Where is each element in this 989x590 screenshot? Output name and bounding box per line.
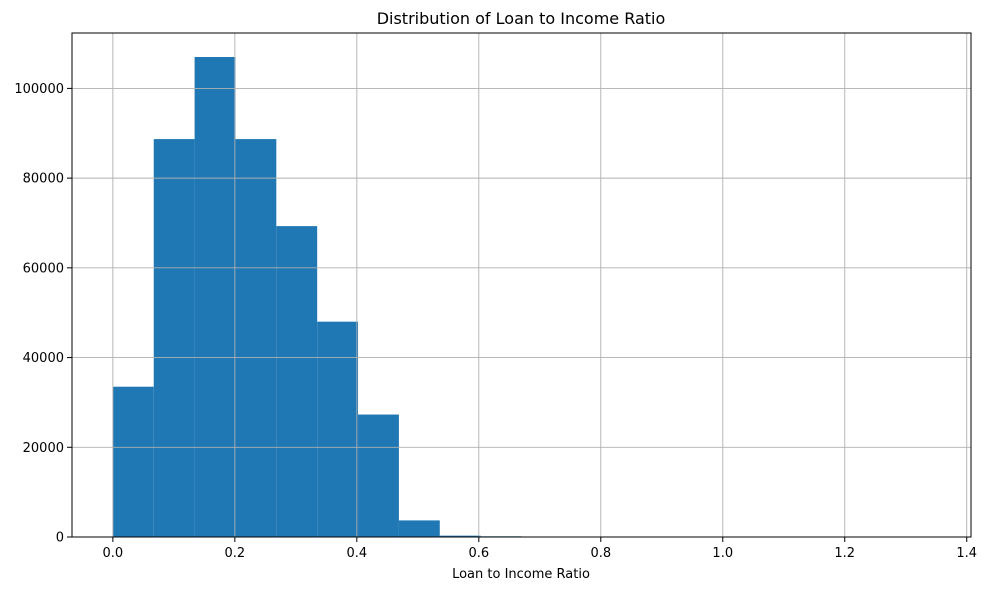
plot-frame: [71, 32, 972, 538]
y-tick-label: 0: [56, 531, 64, 546]
x-tick-label: 1.2: [834, 546, 855, 561]
histogram-bar: [317, 321, 359, 537]
x-tick-label: 0.6: [468, 546, 489, 561]
y-tick-label: 40000: [23, 351, 64, 366]
histogram-bar: [398, 520, 440, 537]
histogram-bar: [276, 226, 318, 537]
histogram-bar: [235, 139, 277, 538]
x-tick-label: 0.8: [590, 546, 611, 561]
histogram-bar: [358, 414, 399, 537]
axes: [71, 32, 972, 538]
y-tick-label: 20000: [23, 441, 64, 456]
y-tick-label: 60000: [23, 261, 64, 276]
x-tick-label: 1.0: [712, 546, 733, 561]
histogram-bars: [112, 57, 931, 538]
x-tick-label: 0.2: [225, 546, 246, 561]
x-axis-title: Loan to Income Ratio: [452, 567, 590, 582]
y-tick-label: 80000: [23, 172, 64, 187]
histogram-bar: [153, 139, 195, 538]
x-tick-label: 0.4: [346, 546, 367, 561]
x-tick-label: 0.0: [103, 546, 124, 561]
histogram-bar: [439, 535, 481, 537]
y-axis-ticks: 0 20000 40000 60000 80000 100000: [14, 82, 72, 546]
x-axis-ticks: 0.0 0.2 0.4 0.6 0.8 1.0 1.2 1.4: [103, 537, 977, 561]
histogram-bar: [112, 386, 154, 537]
histogram-bar: [194, 57, 236, 537]
x-tick-label: 1.4: [956, 546, 977, 561]
y-tick-label: 100000: [14, 82, 64, 97]
chart-title: Distribution of Loan to Income Ratio: [377, 9, 666, 28]
